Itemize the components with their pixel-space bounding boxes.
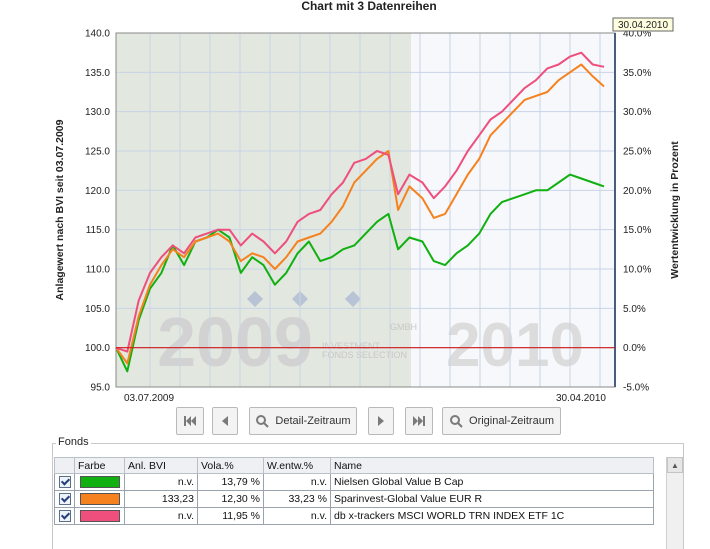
y-tick-label-left: 115.0 [86,225,111,236]
column-header-anl-bvi[interactable]: Anl. BVI [124,457,198,474]
watermark-gmbh: GMBH [390,322,417,332]
y-tick-label-right: -5.0% [623,383,649,394]
table-scrollbar[interactable]: ▲ [666,457,683,549]
row-fund-name: Nielsen Global Value B Cap [330,473,654,491]
y-tick-label-right: 25.0% [623,147,651,158]
next-button[interactable] [368,407,394,435]
fonds-group-title: Fonds [56,436,91,448]
column-header-color[interactable]: Farbe [74,457,125,474]
cursor-date-label: 30.04.2010 [618,20,668,31]
watermark-fonds-selection: FONDS SELECTION [322,350,407,360]
y-axis-label-left: Anlagewert nach BVI seit 03.07.2009 [54,119,66,300]
checkbox-checked-icon[interactable] [58,493,71,505]
column-header-vola[interactable]: Vola.% [197,457,264,474]
row-color-cell [74,507,125,525]
table-row[interactable]: 133,23 12,30 % 33,23 % Sparinvest-Global… [54,490,654,508]
column-header-select[interactable] [54,457,75,474]
y-tick-label-right: 40.0% [623,29,651,40]
cursor-date-badge: 30.04.2010 [612,17,674,32]
x-start-label: 03.07.2009 [124,393,174,404]
scroll-up-arrow-icon[interactable]: ▲ [667,457,683,473]
row-fund-name: db x-trackers MSCI WORLD TRN INDEX ETF 1… [330,507,654,525]
prev-button[interactable] [212,407,238,435]
y-tick-label-right: 20.0% [623,186,651,197]
step-back-icon [222,416,228,426]
column-header-name[interactable]: Name [330,457,654,474]
y-tick-label-left: 120.0 [85,186,110,197]
y-tick-label-right: 35.0% [623,68,651,79]
detail-period-label: Detail-Zeitraum [275,415,351,427]
plot-region-2010 [411,33,615,387]
y-tick-label-right: 10.0% [623,265,651,276]
watermark-year-2009: 2009 [157,303,313,381]
y-axis-label-right: Wertentwicklung in Prozent [669,141,681,279]
y-tick-label-left: 110.0 [86,265,111,276]
row-vola: 13,79 % [197,473,264,491]
y-tick-label-left: 140.0 [85,29,110,40]
row-checkbox[interactable] [54,473,75,491]
watermark-investment: INVESTMENT [322,341,381,351]
original-period-button[interactable]: Original-Zeitraum [442,407,561,435]
skip-first-icon [184,416,196,426]
chart-title: Chart mit 3 Datenreihen [301,0,436,13]
y-tick-label-left: 100.0 [85,343,110,354]
magnifier-icon [450,415,463,428]
row-vola: 12,30 % [197,490,264,508]
checkbox-checked-icon[interactable] [58,510,71,522]
series-line-3 [115,51,605,353]
series-lines [115,51,605,373]
y-tick-label-left: 130.0 [85,107,110,118]
row-wentw: 33,23 % [263,490,331,508]
row-color-cell [74,473,125,491]
series-line-2 [115,63,605,365]
skip-last-icon [413,416,425,426]
checkbox-checked-icon[interactable] [58,476,71,488]
fonds-group [52,443,684,549]
y-tick-label-left: 105.0 [85,304,110,315]
row-vola: 11,95 % [197,507,264,525]
fonds-table: Farbe Anl. BVI Vola.% W.entw.% Name n.v.… [54,457,654,525]
y-tick-label-right: 30.0% [623,107,651,118]
y-tick-label-right: 15.0% [623,225,651,236]
y-tick-label-right: 5.0% [623,304,646,315]
watermark-logo-icon [247,291,361,307]
plot-background [116,33,615,387]
y-tick-label-right: 0.0% [623,343,646,354]
original-period-label: Original-Zeitraum [469,415,554,427]
step-forward-icon [378,416,384,426]
watermark-year-2010: 2010 [446,311,584,380]
y-tick-label-left: 135.0 [85,68,110,79]
table-row[interactable]: n.v. 11,95 % n.v. db x-trackers MSCI WOR… [54,507,654,525]
magnifier-icon [256,415,270,428]
navigation-toolbar: Detail-Zeitraum Original-Zeitraum [0,407,710,437]
chart-area: Chart mit 3 Datenreihen 2009 2010 GMBH I… [54,0,681,404]
row-checkbox[interactable] [54,490,75,508]
row-fund-name: Sparinvest-Global Value EUR R [330,490,654,508]
last-button[interactable] [405,407,433,435]
axes: 95.0 -5.0% 100.0 0.0% 105.0 5.0% 110.0 10.0% 115… [85,29,651,394]
row-color-cell [74,490,125,508]
row-checkbox[interactable] [54,507,75,525]
row-anl-bvi: n.v. [124,473,198,491]
plot-region-2009 [116,33,412,387]
table-header-row: Farbe Anl. BVI Vola.% W.entw.% Name [54,457,654,474]
column-header-wentw[interactable]: W.entw.% [263,457,331,474]
first-button[interactable] [176,407,204,435]
color-swatch [79,493,120,505]
y-tick-label-left: 125.0 [85,147,110,158]
watermark: 2009 2010 GMBH INVESTMENT FONDS SELECTIO… [157,291,584,381]
row-wentw: n.v. [263,507,331,525]
table-row[interactable]: n.v. 13,79 % n.v. Nielsen Global Value B… [54,473,654,491]
y-tick-label-left: 95.0 [91,383,111,394]
row-anl-bvi: n.v. [124,507,198,525]
color-swatch [79,510,120,522]
x-end-label: 30.04.2010 [556,393,606,404]
detail-period-button[interactable]: Detail-Zeitraum [249,407,357,435]
color-swatch [79,476,120,488]
row-wentw: n.v. [263,473,331,491]
row-anl-bvi: 133,23 [124,490,198,508]
